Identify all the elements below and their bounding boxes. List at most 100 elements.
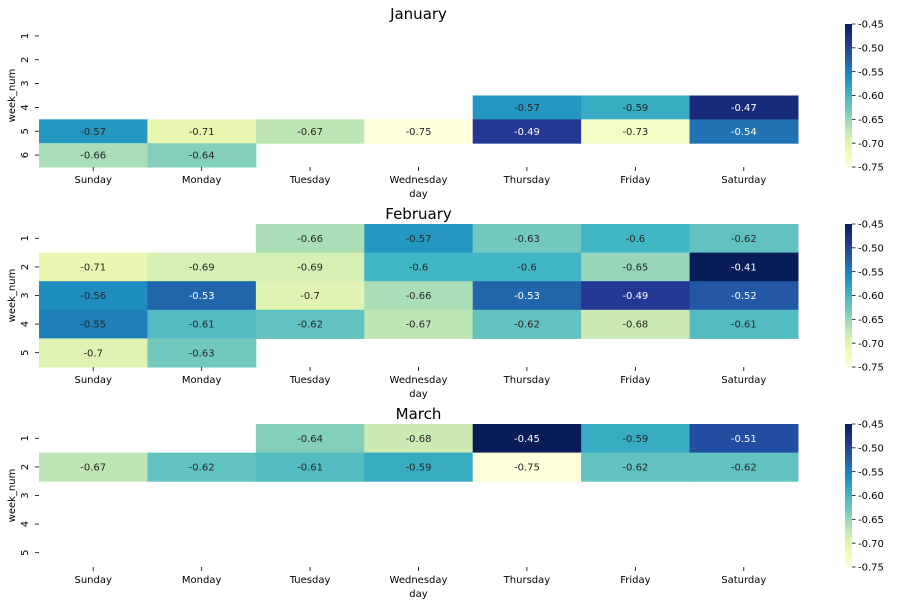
cell-label: -0.57 [514,103,540,114]
heatmap-cell [364,252,474,282]
cell-label: -0.59 [406,463,432,474]
x-tick-label: Wednesday [390,175,448,186]
colorbar-tick-label: -0.60 [858,491,884,502]
colorbar [845,224,852,367]
x-axis-label: day [409,589,427,600]
colorbar-tick-label: -0.70 [858,139,884,150]
cell-label: -0.49 [622,291,648,302]
y-tick-label: 2 [20,464,31,470]
cell-label: -0.65 [622,263,648,274]
colorbar-tick-label: -0.50 [858,43,884,54]
colorbar-tick-label: -0.55 [858,267,884,278]
cell-label: -0.54 [731,127,757,138]
cell-label: -0.63 [514,234,540,245]
y-tick-label: 6 [20,152,31,158]
cell-label: -0.52 [731,291,757,302]
y-axis-label: week_num [7,69,18,123]
cell-label: -0.71 [80,263,106,274]
y-tick-label: 2 [20,57,31,63]
cell-label: -0.59 [622,103,648,114]
cell-label: -0.55 [80,320,106,331]
cell-label: -0.7 [83,348,103,359]
heatmap-cell [364,119,474,144]
heatmap-cell [255,452,365,482]
x-axis-label: day [409,389,427,400]
heatmap-cell [364,452,474,482]
heatmap-cell [472,281,582,311]
y-tick-label: 5 [20,350,31,356]
cell-label: -0.57 [406,234,432,245]
cell-label: -0.67 [406,320,432,331]
x-tick-label: Tuesday [289,575,331,586]
cell-label: -0.71 [189,127,215,138]
y-tick-label: 3 [20,80,31,86]
x-tick-label: Friday [620,175,650,186]
cell-label: -0.6 [626,234,646,245]
cell-label: -0.61 [189,320,215,331]
heatmap-cell [472,309,582,339]
heatmap-cell [39,281,148,311]
cell-label: -0.69 [189,263,215,274]
colorbar-tick-label: -0.65 [858,315,884,326]
cell-label: -0.45 [514,434,540,445]
cell-label: -0.67 [80,463,106,474]
cell-label: -0.68 [406,434,432,445]
x-tick-label: Thursday [503,175,551,186]
cell-label: -0.69 [297,263,323,274]
heatmap-cell [364,424,474,454]
colorbar-tick-label: -0.45 [858,20,884,31]
cell-label: -0.41 [731,263,757,274]
chart-title: March [396,405,442,423]
x-tick-label: Sunday [75,575,112,586]
heatmap-cell [147,309,257,339]
cell-label: -0.57 [80,127,106,138]
cell-label: -0.64 [189,151,215,162]
heatmap-cell [147,119,257,144]
heatmap-cell [255,281,365,311]
x-tick-label: Friday [620,575,650,586]
cell-label: -0.49 [514,127,540,138]
heatmap-cell [581,424,691,454]
cell-label: -0.75 [514,463,540,474]
heatmap-cell [39,309,148,339]
y-axis-label: week_num [7,469,18,523]
colorbar-tick-label: -0.60 [858,291,884,302]
cell-label: -0.75 [406,127,432,138]
heatmap-cell [472,95,582,120]
colorbar-tick-label: -0.60 [858,91,884,102]
heatmap-cell [581,452,691,482]
x-tick-label: Saturday [721,575,766,586]
chart-title: January [389,5,447,23]
x-tick-label: Tuesday [289,375,331,386]
cell-label: -0.53 [189,291,215,302]
x-tick-label: Sunday [75,375,112,386]
cell-label: -0.56 [80,291,106,302]
y-tick-label: 2 [20,264,31,270]
heatmap-cell [364,281,474,311]
y-axis-label: week_num [7,269,18,323]
cell-label: -0.62 [731,234,757,245]
heatmap-cell [472,424,582,454]
heatmap-cell [581,95,691,120]
heatmap-cell [581,224,691,254]
x-tick-label: Thursday [503,375,551,386]
heatmap-cell [472,252,582,282]
heatmap-cell [689,452,799,482]
cell-label: -0.62 [189,463,215,474]
cell-label: -0.66 [297,234,323,245]
colorbar-tick-label: -0.45 [858,220,884,231]
cell-label: -0.63 [189,348,215,359]
colorbar [845,424,852,567]
heatmap-cell [147,281,257,311]
y-tick-label: 5 [20,550,31,556]
x-tick-label: Tuesday [289,175,331,186]
heatmap-cell [255,224,365,254]
cell-label: -0.47 [731,103,757,114]
y-tick-label: 3 [20,292,31,298]
x-tick-label: Monday [182,175,222,186]
cell-label: -0.53 [514,291,540,302]
colorbar-tick-label: -0.75 [858,363,884,374]
cell-label: -0.7 [300,291,320,302]
heatmap-cell [472,224,582,254]
colorbar-tick-label: -0.55 [858,67,884,78]
